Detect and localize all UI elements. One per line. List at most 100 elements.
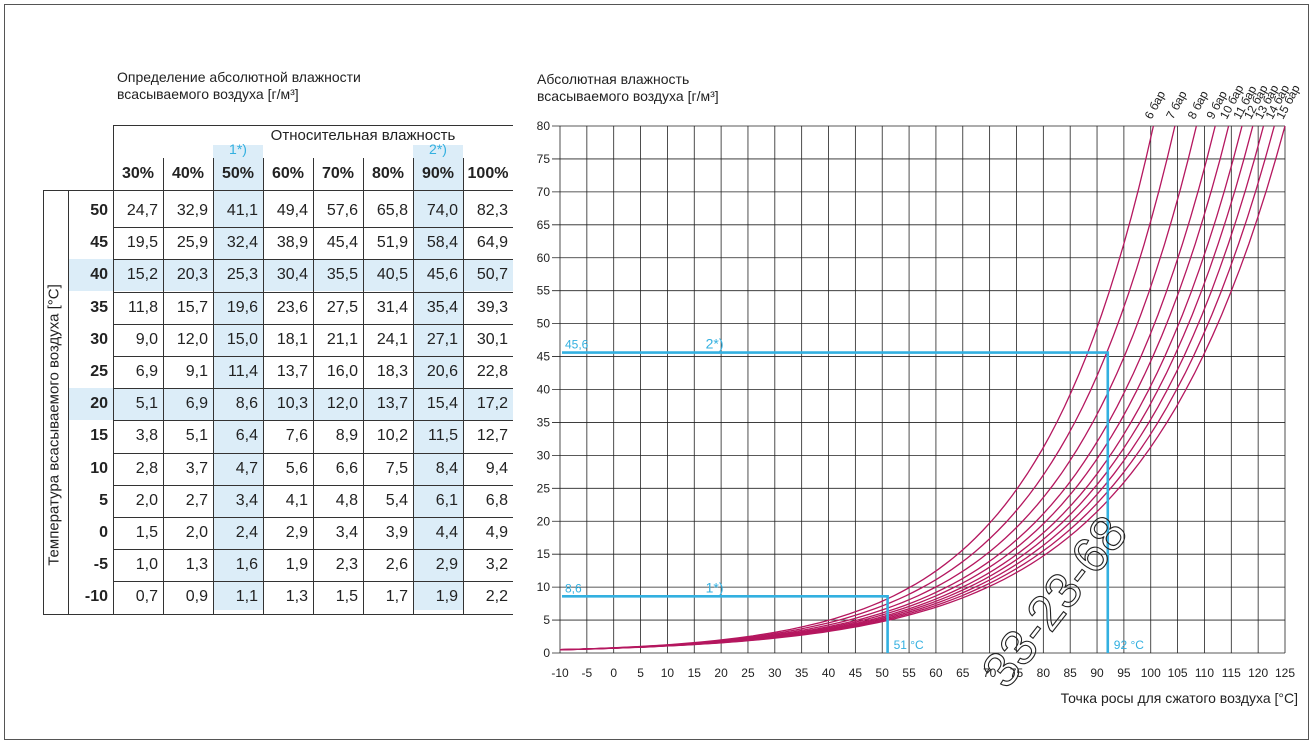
table-cell: 1,5 <box>135 524 158 541</box>
y-tick-label: 30 <box>537 448 551 462</box>
x-tick-label: 30 <box>768 666 782 680</box>
table-line <box>113 581 513 583</box>
table-cell: 3,7 <box>185 459 208 477</box>
y-tick-label: 25 <box>537 481 551 495</box>
table-cell: 20,3 <box>176 266 208 284</box>
table-cell: 32,9 <box>176 202 208 219</box>
x-tick-label: 95 <box>1117 666 1131 680</box>
x-tick-label: 85 <box>1064 666 1078 680</box>
row-header: 5 <box>99 491 108 509</box>
table-cell: 38,9 <box>276 234 308 252</box>
table-cell: 20,6 <box>426 363 458 380</box>
table-cell: 21,1 <box>326 330 358 348</box>
table-cell: 19,6 <box>226 298 258 316</box>
row-header: -5 <box>93 556 108 574</box>
x-tick-label: 80 <box>1037 666 1051 680</box>
example-y-value: 8,6 <box>565 581 582 595</box>
table-line <box>113 323 513 325</box>
y-tick-label: 15 <box>537 547 551 561</box>
table-cell: 39,3 <box>476 298 508 316</box>
table-cell: 6,1 <box>435 491 458 509</box>
pressure-curve <box>559 125 1254 651</box>
table-cell: 5,4 <box>385 491 408 509</box>
row-header: 15 <box>90 427 108 445</box>
table-line <box>113 549 513 551</box>
table-cell: 12,0 <box>326 395 358 413</box>
table-cell: 12,7 <box>476 427 508 445</box>
table-cell: 27,5 <box>326 298 358 316</box>
table-cell: 1,9 <box>435 588 458 606</box>
column-header: 80% <box>371 165 405 182</box>
row-header: 10 <box>90 459 108 477</box>
table-cell: 25,9 <box>176 234 208 252</box>
table-cell: 11,5 <box>428 427 458 445</box>
table-line <box>43 190 44 614</box>
row-header: 35 <box>90 298 108 316</box>
column-header: 60% <box>271 165 305 182</box>
table-cell: 9,1 <box>185 363 208 380</box>
table-cell: 2,7 <box>185 491 208 509</box>
y-tick-label: 60 <box>537 251 551 265</box>
table-cell: 17,2 <box>476 395 508 413</box>
table-cell: 40,5 <box>376 266 408 284</box>
table-line <box>213 158 214 614</box>
chart-title-line1: Абсолютная влажность <box>537 71 689 87</box>
table-cell: 23,6 <box>276 298 308 316</box>
table-line <box>113 452 513 454</box>
column-marker: 2*) <box>429 141 447 157</box>
table-cell: 8,4 <box>435 459 458 477</box>
column-header: 100% <box>467 165 509 182</box>
y-tick-label: 0 <box>543 646 550 660</box>
table-cell: 27,1 <box>426 330 458 348</box>
table-cell: 18,1 <box>276 330 308 348</box>
watermark: 33-23-68 <box>971 505 1138 697</box>
table-cell: 2,2 <box>485 588 508 606</box>
table-title-line2: всасываемого воздуха [г/м³] <box>117 86 299 102</box>
table-cell: 2,9 <box>435 556 458 574</box>
table-cell: 9,0 <box>135 330 158 348</box>
x-tick-label: 35 <box>795 666 809 680</box>
table-line <box>113 259 513 261</box>
table-cell: 2,0 <box>185 524 208 541</box>
x-tick-label: 5 <box>637 666 644 680</box>
table-cell: 15,2 <box>126 266 158 284</box>
humidity-table: Относительная влажность 1*) 2*) 30% 40% 50% 60… <box>43 122 513 654</box>
table-cell: 6,9 <box>185 395 208 413</box>
table-cell: 4,8 <box>335 491 358 509</box>
y-tick-label: 70 <box>537 185 551 199</box>
table-cell: 65,8 <box>376 202 408 219</box>
table-cell: 16,0 <box>326 363 358 380</box>
table-cell: 7,6 <box>285 427 308 445</box>
table-line <box>163 158 164 614</box>
x-tick-label: 50 <box>876 666 890 680</box>
x-tick-label: -10 <box>551 666 569 680</box>
table-cell: 64,9 <box>476 234 508 252</box>
table-cell: 5,6 <box>285 459 308 477</box>
table-cell: 35,4 <box>426 298 458 316</box>
column-highlight <box>413 145 463 610</box>
x-tick-label: 125 <box>1275 666 1295 680</box>
table-cell: 15,4 <box>426 395 458 413</box>
table-line <box>68 190 69 614</box>
y-tick-label: 35 <box>537 415 551 429</box>
table-cell: 15,0 <box>226 330 258 348</box>
column-header: 70% <box>321 165 355 182</box>
table-cell: 3,4 <box>335 524 358 541</box>
table-cell: 1,0 <box>135 556 158 574</box>
example-y-value: 45,6 <box>565 338 589 352</box>
table-cell: 49,4 <box>276 202 308 219</box>
table-cell: 3,4 <box>235 491 258 509</box>
table-line <box>413 158 414 614</box>
column-header: 30% <box>121 165 155 182</box>
table-cell: 51,9 <box>376 234 408 252</box>
table-line <box>113 517 513 518</box>
table-line <box>113 227 513 229</box>
pressure-curve <box>559 125 1243 651</box>
table-line <box>463 158 464 614</box>
x-tick-label: 20 <box>714 666 728 680</box>
example-x-value: 51 °C <box>894 638 924 652</box>
chart-title-line2: всасываемого воздуха [г/м³] <box>537 88 719 104</box>
table-cell: 19,5 <box>126 234 158 252</box>
table-cell: 1,5 <box>335 588 358 606</box>
y-tick-label: 5 <box>543 613 550 627</box>
